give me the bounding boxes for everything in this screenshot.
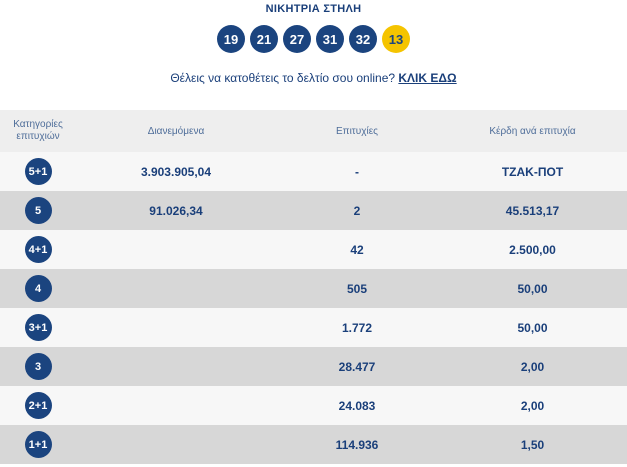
winning-number-ball: 19: [217, 25, 245, 53]
table-row: 1+1 114.936 1,50: [0, 425, 627, 464]
category-badge: 3: [24, 353, 52, 380]
category-cell: 4: [0, 269, 76, 308]
category-badge: 5+1: [24, 158, 52, 185]
winning-number-ball: 31: [316, 25, 344, 53]
category-cell: 4+1: [0, 230, 76, 269]
category-cell: 3+1: [0, 308, 76, 347]
category-badge: 2+1: [24, 392, 52, 419]
winners-cell: 24.083: [338, 398, 376, 413]
header-categories: Κατηγορίες επιτυχιών: [13, 119, 63, 142]
winners-cell: 42: [350, 242, 364, 257]
table-row: 3+1 1.772 50,00: [0, 308, 627, 347]
category-badge: 3+1: [24, 314, 52, 341]
category-badge: 4+1: [24, 236, 52, 263]
winning-number-ball: 27: [283, 25, 311, 53]
distributed-cell: [76, 269, 276, 308]
distributed-cell: 91.026,34: [149, 203, 203, 218]
winners-cell: 1.772: [341, 320, 373, 335]
table-row: 4+1 42 2.500,00: [0, 230, 627, 269]
promo-line: Θέλεις να κατοθέτεις το δελτίο σου onlin…: [0, 71, 627, 85]
category-cell: 5: [0, 191, 76, 230]
header-distributed: Διανεμόμενα: [147, 125, 205, 137]
joker-number-ball: 13: [382, 25, 410, 53]
results-table: Κατηγορίες επιτυχιών Διανεμόμενα Επιτυχί…: [0, 110, 627, 464]
header-winners: Επιτυχίες: [336, 125, 378, 137]
distributed-cell: [76, 308, 276, 347]
distributed-cell: [76, 230, 276, 269]
winners-cell: 114.936: [335, 437, 379, 452]
winning-number-ball: 32: [349, 25, 377, 53]
category-cell: 1+1: [0, 425, 76, 464]
table-row: 2+1 24.083 2,00: [0, 386, 627, 425]
category-cell: 5+1: [0, 152, 76, 191]
distributed-cell: [76, 347, 276, 386]
table-row: 5 91.026,34 2 45.513,17: [0, 191, 627, 230]
winning-number-ball: 21: [250, 25, 278, 53]
page-title: ΝΙΚΗΤΡΙΑ ΣΤΗΛΗ: [265, 3, 362, 15]
winners-cell: 505: [346, 281, 368, 296]
winners-cell: 28.477: [338, 359, 376, 374]
prize-cell: 45.513,17: [505, 203, 560, 218]
category-badge: 4: [24, 275, 52, 302]
distributed-cell: 3.903.905,04: [140, 164, 212, 179]
prize-cell: 50,00: [517, 281, 548, 296]
prize-cell: 1,50: [520, 437, 545, 452]
table-row: 3 28.477 2,00: [0, 347, 627, 386]
prize-cell: 2,00: [520, 398, 545, 413]
table-header: Κατηγορίες επιτυχιών Διανεμόμενα Επιτυχί…: [0, 110, 627, 152]
header-prize-per-winner: Κέρδη ανά επιτυχία: [489, 125, 576, 137]
promo-text: Θέλεις να κατοθέτεις το δελτίο σου onlin…: [170, 71, 399, 85]
table-row: 4 505 50,00: [0, 269, 627, 308]
prize-cell: 2.500,00: [509, 242, 556, 257]
prize-cell: ΤΖΑΚ-ΠΟΤ: [501, 164, 564, 179]
distributed-cell: [76, 386, 276, 425]
winning-numbers: 19 21 27 31 32 13: [0, 25, 627, 53]
winners-cell: -: [355, 164, 359, 179]
category-badge: 5: [24, 197, 52, 224]
click-here-link[interactable]: ΚΛΙΚ ΕΔΩ: [398, 71, 457, 85]
category-cell: 3: [0, 347, 76, 386]
winners-cell: 2: [353, 203, 361, 218]
table-row: 5+1 3.903.905,04 - ΤΖΑΚ-ΠΟΤ: [0, 152, 627, 191]
category-badge: 1+1: [24, 431, 52, 458]
prize-cell: 50,00: [517, 320, 548, 335]
prize-cell: 2,00: [520, 359, 545, 374]
distributed-cell: [76, 425, 276, 464]
category-cell: 2+1: [0, 386, 76, 425]
